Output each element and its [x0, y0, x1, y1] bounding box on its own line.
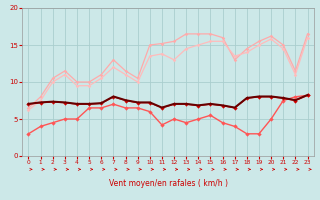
X-axis label: Vent moyen/en rafales ( km/h ): Vent moyen/en rafales ( km/h )	[108, 179, 228, 188]
